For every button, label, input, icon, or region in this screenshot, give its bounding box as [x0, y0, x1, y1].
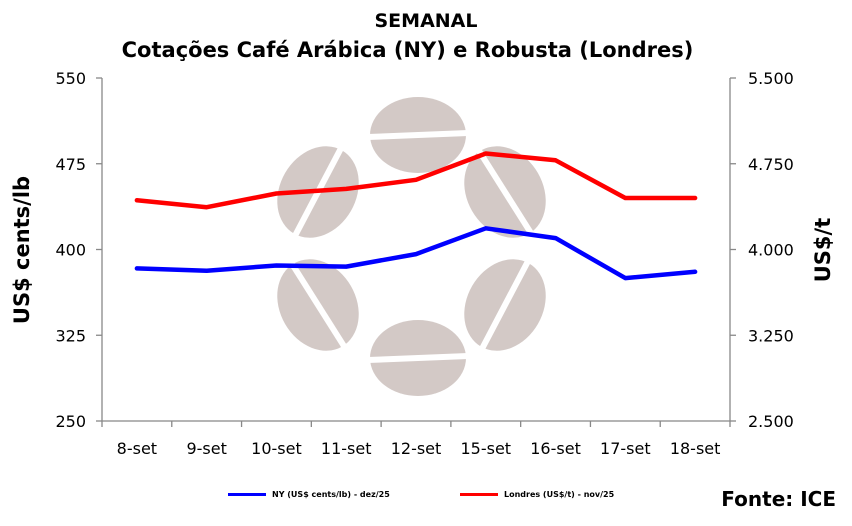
- coffee-bean-icon: [277, 259, 359, 351]
- x-tick-label: 15-set: [460, 439, 511, 458]
- coffee-bean-watermark-icon: [277, 97, 546, 396]
- x-tick-label: 16-set: [530, 439, 581, 458]
- coffee-bean-icon: [464, 146, 546, 238]
- x-tick-label: 8-set: [117, 439, 157, 458]
- x-tick-label: 10-set: [251, 439, 302, 458]
- chart-series: [134, 151, 698, 281]
- coffee-bean-crease: [288, 261, 348, 349]
- legend-label-londres: Londres (US$/t) - nov/25: [504, 490, 615, 499]
- y-axis-left-label: US$ cents/lb: [10, 175, 34, 325]
- y-tick-label-left: 325: [55, 326, 86, 345]
- series-line-londres: [134, 151, 698, 210]
- y-tick-label-left: 400: [55, 241, 86, 260]
- y-tick-label-right: 3.250: [748, 326, 794, 345]
- x-tick-label: 11-set: [321, 439, 372, 458]
- y-axis-right-label: US$/t: [811, 217, 835, 283]
- coffee-bean-crease: [367, 130, 469, 140]
- legend-item-londres: Londres (US$/t) - nov/25: [460, 490, 614, 499]
- x-tick-label: 18-set: [670, 439, 721, 458]
- coffee-bean-icon: [367, 97, 469, 173]
- y-tick-label-right: 4.750: [748, 155, 794, 174]
- legend-swatch-ny: [228, 493, 266, 496]
- legend-label-ny: NY (US$ cents/lb) - dez/25: [272, 490, 390, 499]
- legend-swatch-londres: [460, 493, 498, 496]
- y-tick-label-left: 475: [55, 155, 86, 174]
- coffee-bean-crease: [367, 353, 469, 363]
- legend-item-ny: NY (US$ cents/lb) - dez/25: [228, 490, 390, 499]
- source-label: Fonte: ICE: [721, 487, 836, 511]
- coffee-bean-icon: [464, 259, 546, 351]
- series-line-ny: [134, 226, 698, 281]
- chart-subtitle: Cotações Café Arábica (NY) e Robusta (Lo…: [121, 38, 694, 62]
- x-tick-label: 9-set: [186, 439, 226, 458]
- y-tick-label-right: 4.000: [748, 241, 794, 260]
- chart-title: SEMANAL: [374, 10, 478, 32]
- chart-axes: 550 5.500 475 4.750 400 4.000 325 3.250 250 2.500…: [55, 69, 793, 458]
- y-tick-label-right: 5.500: [748, 69, 794, 88]
- x-tick-label: 12-set: [391, 439, 442, 458]
- x-tick-label: 17-set: [600, 439, 651, 458]
- y-tick-label-left: 250: [55, 412, 86, 431]
- coffee-bean-crease: [479, 259, 531, 351]
- y-tick-label-left: 550: [55, 69, 86, 88]
- coffee-bean-icon: [367, 320, 469, 396]
- coffee-bean-crease: [475, 148, 535, 236]
- y-tick-label-right: 2.500: [748, 412, 794, 431]
